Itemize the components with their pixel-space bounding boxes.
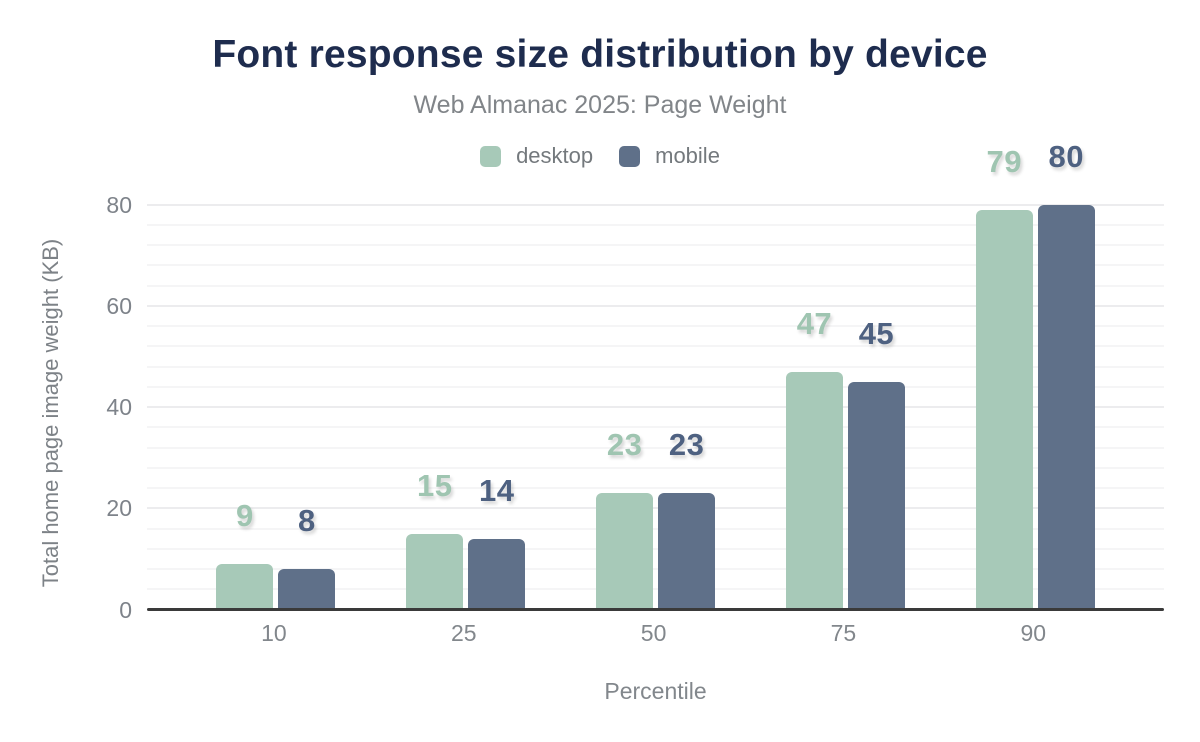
- bar-desktop-p50: [596, 493, 654, 610]
- gridline: [147, 325, 1164, 328]
- bar-mobile-p25: [468, 538, 526, 610]
- value-label-mobile-p90: 80: [1048, 138, 1085, 174]
- x-tick-label-75: 75: [830, 620, 857, 646]
- gridline: [147, 568, 1164, 571]
- value-label-desktop-p75: 47: [796, 305, 833, 341]
- y-tick-label-80: 80: [106, 191, 132, 218]
- gridline: [147, 466, 1164, 469]
- bar-mobile-p75: [847, 381, 905, 610]
- y-tick-label-20: 20: [106, 495, 132, 522]
- value-label-desktop-p90: 79: [986, 143, 1023, 179]
- legend-item-mobile[interactable]: mobile: [619, 143, 720, 169]
- x-tick-label-25: 25: [450, 620, 477, 646]
- value-label-desktop-p25: 15: [417, 467, 453, 503]
- gridline: [147, 507, 1164, 510]
- gridline: [147, 264, 1164, 267]
- x-tick-label-10: 10: [261, 620, 287, 646]
- gridline: [147, 365, 1164, 368]
- chart-title: Font response size distribution by devic…: [212, 33, 988, 76]
- gridline: [147, 203, 1164, 206]
- x-axis-line: [147, 608, 1164, 611]
- x-tick-label-50: 50: [640, 620, 667, 646]
- bar-mobile-p50: [658, 493, 716, 610]
- x-axis-title: Percentile: [604, 678, 707, 704]
- value-label-desktop-p10: 9: [236, 497, 254, 533]
- value-label-mobile-p10: 8: [298, 503, 316, 539]
- chart-legend: desktop mobile: [0, 143, 1200, 169]
- y-tick-label-0: 0: [119, 596, 132, 623]
- legend-label-mobile: mobile: [655, 143, 720, 168]
- legend-swatch-mobile: [619, 145, 641, 167]
- chart-subtitle: Web Almanac 2025: Page Weight: [413, 91, 787, 119]
- bar-desktop-p90: [975, 209, 1033, 610]
- gridline: [147, 487, 1164, 490]
- gridline: [147, 284, 1164, 287]
- legend-item-desktop[interactable]: desktop: [480, 143, 593, 169]
- gridline: [147, 223, 1164, 226]
- gridline: [147, 527, 1164, 530]
- bar-desktop-p25: [406, 533, 464, 610]
- legend-label-desktop: desktop: [516, 143, 594, 168]
- value-label-mobile-p25: 14: [479, 472, 515, 508]
- y-tick-label-60: 60: [106, 292, 132, 319]
- gridline: [147, 446, 1164, 449]
- gridline: [147, 547, 1164, 550]
- bar-mobile-p10: [278, 569, 336, 610]
- gridline: [147, 304, 1164, 307]
- gridline: [147, 345, 1164, 348]
- bar-desktop-p75: [785, 371, 843, 610]
- gridline: [147, 588, 1164, 591]
- value-label-mobile-p50: 23: [668, 427, 705, 463]
- gridline: [147, 406, 1164, 409]
- gridline: [147, 244, 1164, 247]
- gridline: [147, 426, 1164, 429]
- value-label-desktop-p50: 23: [606, 427, 643, 463]
- bar-mobile-p90: [1037, 204, 1095, 610]
- bar-desktop-p10: [216, 563, 274, 610]
- value-label-mobile-p75: 45: [858, 315, 895, 351]
- y-tick-label-40: 40: [106, 394, 132, 421]
- gridline: [147, 385, 1164, 388]
- legend-swatch-desktop: [480, 145, 502, 167]
- x-tick-label-90: 90: [1020, 620, 1047, 646]
